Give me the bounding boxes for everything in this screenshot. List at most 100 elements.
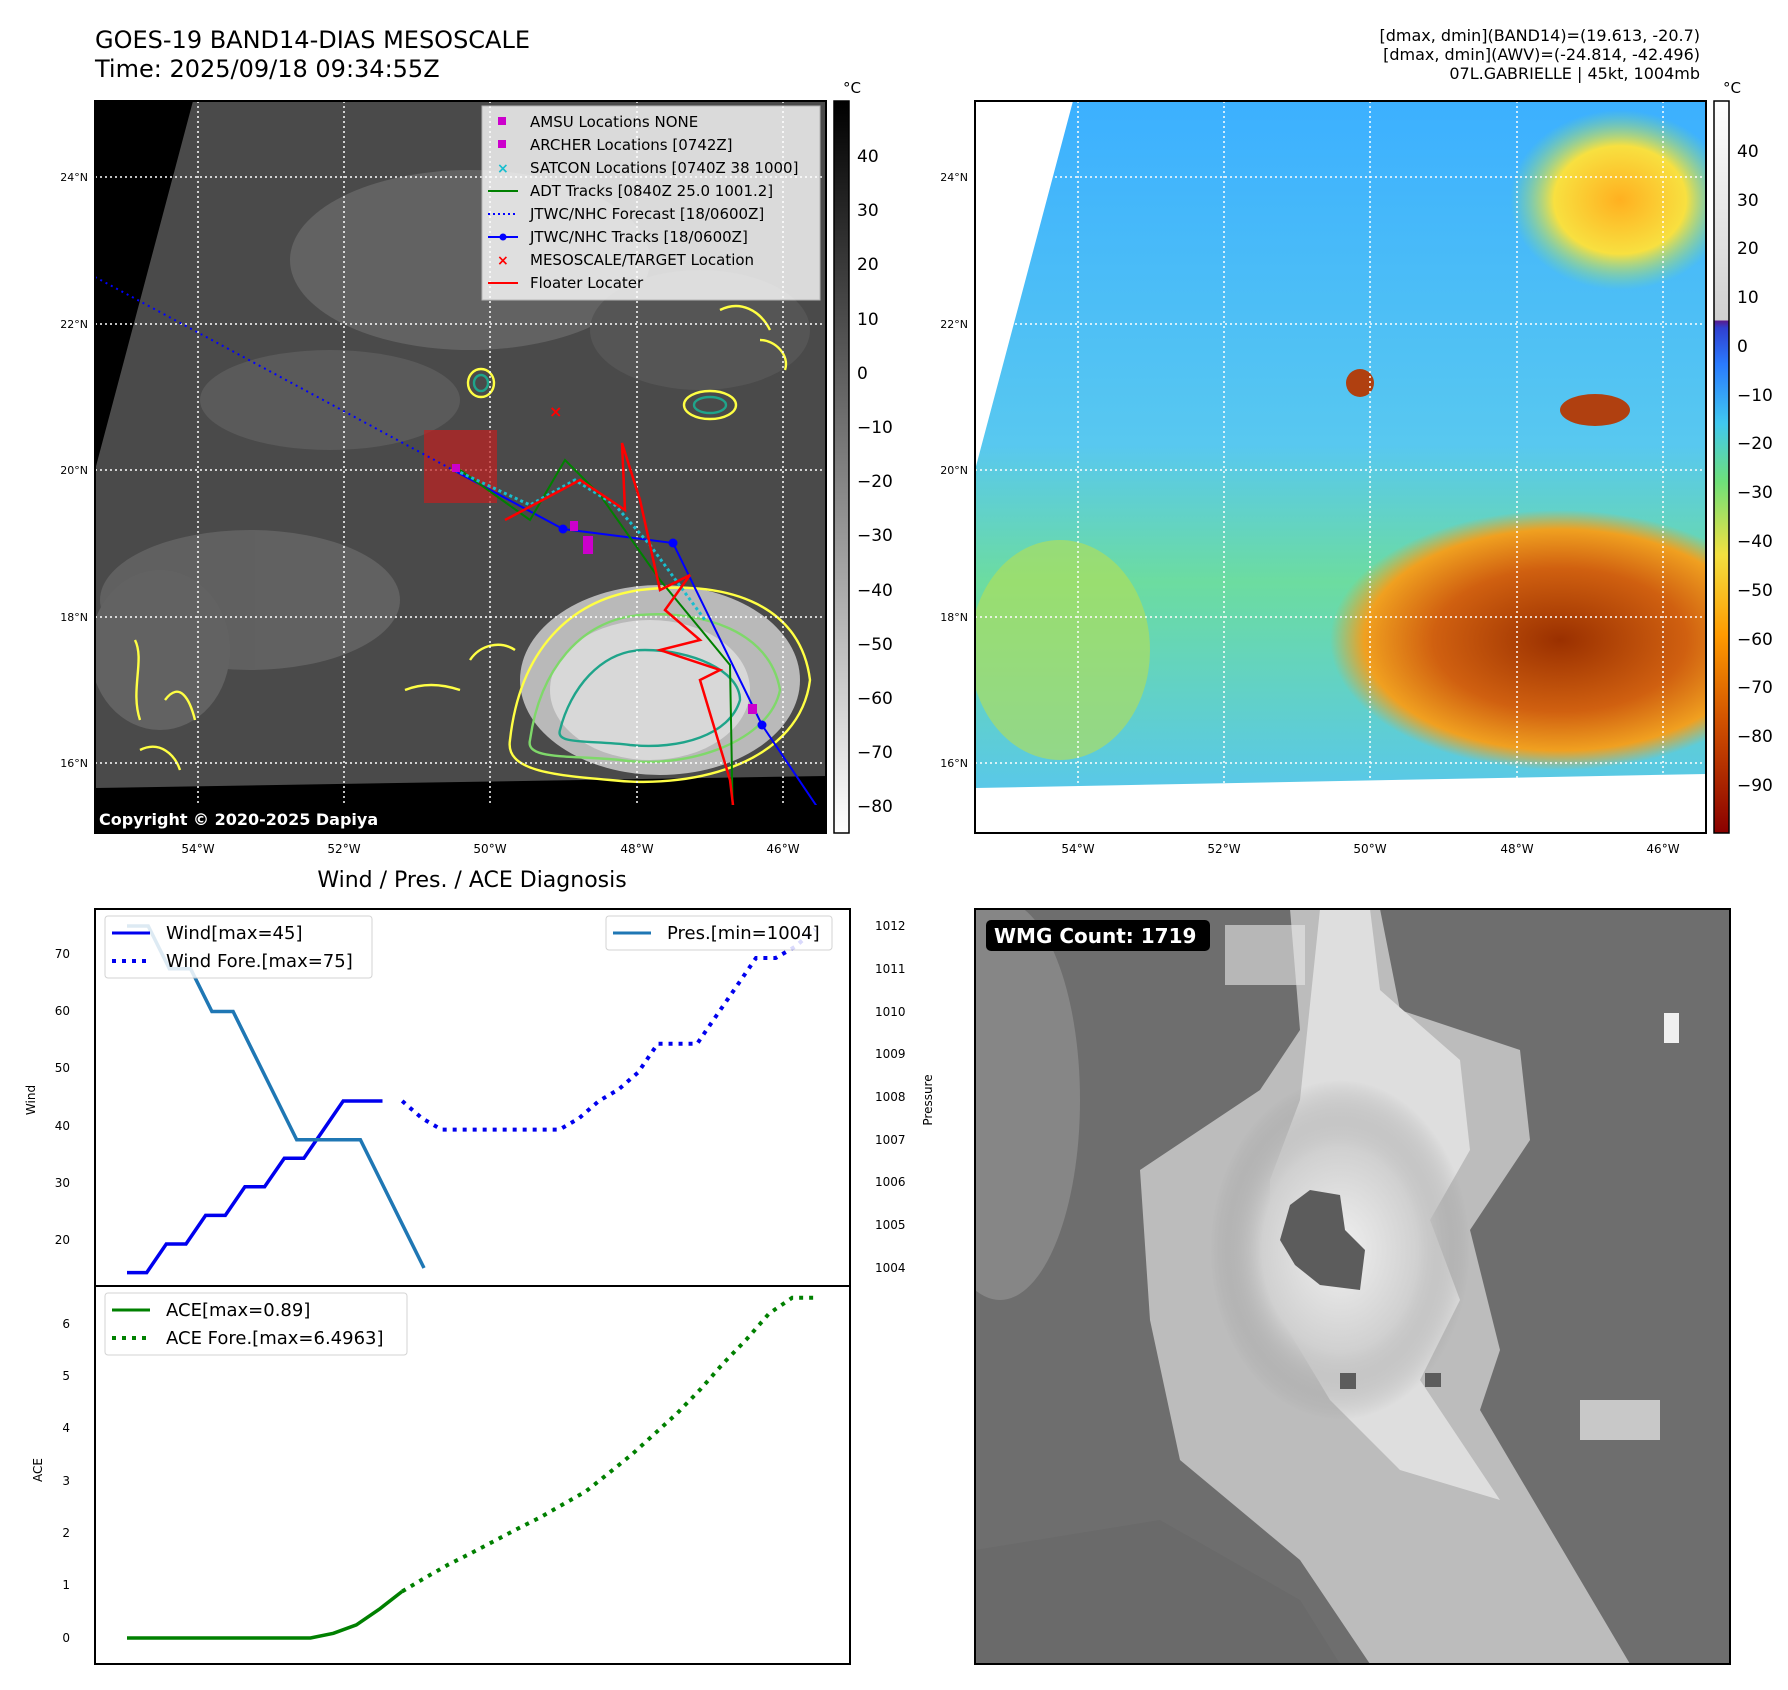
wind-line bbox=[127, 1099, 383, 1275]
svg-text:1010: 1010 bbox=[875, 1005, 906, 1019]
info-line-1: [dmax, dmin](BAND14)=(19.613, -20.7) bbox=[1379, 26, 1701, 45]
svg-text:4: 4 bbox=[62, 1421, 70, 1435]
wmg-imagery bbox=[975, 909, 1730, 1664]
svg-text:30: 30 bbox=[1737, 191, 1759, 211]
svg-text:1008: 1008 bbox=[875, 1090, 906, 1104]
ir-lat-labels: 24°N 22°N 20°N 18°N 16°N bbox=[60, 171, 88, 770]
ir-map-frame bbox=[94, 100, 827, 834]
svg-text:50: 50 bbox=[55, 1061, 70, 1075]
svg-text:×: × bbox=[497, 161, 509, 177]
svg-text:30: 30 bbox=[55, 1176, 70, 1190]
svg-text:46°W: 46°W bbox=[766, 842, 799, 856]
svg-text:2: 2 bbox=[62, 1526, 70, 1540]
svg-text:20: 20 bbox=[1737, 239, 1759, 259]
legend-target: MESOSCALE/TARGET Location bbox=[530, 251, 754, 269]
svg-text:52°W: 52°W bbox=[327, 842, 360, 856]
svg-text:40: 40 bbox=[857, 147, 879, 167]
ir-colorbar-ticks: 40 30 20 10 0 −10 −20 −30 −40 −50 −60 −7… bbox=[857, 147, 893, 817]
svg-text:10: 10 bbox=[1737, 288, 1759, 308]
svg-text:−40: −40 bbox=[857, 581, 893, 601]
wv-storm bbox=[1330, 510, 1706, 770]
svg-text:52°W: 52°W bbox=[1207, 842, 1240, 856]
svg-text:70: 70 bbox=[55, 947, 70, 961]
svg-text:30: 30 bbox=[857, 201, 879, 221]
ir-legend bbox=[481, 105, 821, 301]
svg-text:20: 20 bbox=[857, 255, 879, 275]
svg-text:20°N: 20°N bbox=[60, 464, 88, 477]
legend-floater: Floater Locater bbox=[530, 274, 644, 292]
legend-adt: ADT Tracks [0840Z 25.0 1001.2] bbox=[530, 182, 773, 200]
svg-text:−10: −10 bbox=[1737, 386, 1773, 406]
target-marker: × bbox=[549, 402, 562, 421]
forecast-track-line bbox=[95, 276, 454, 471]
pressure-axis-ticks: 1012 1011 1010 1009 1008 1007 1006 1005 … bbox=[875, 919, 906, 1275]
svg-text:40: 40 bbox=[55, 1119, 70, 1133]
svg-text:−20: −20 bbox=[857, 472, 893, 492]
ace-chart: 6 5 4 3 2 1 0 ACE ACE[max=0.89] ACE Fore… bbox=[31, 1285, 851, 1665]
svg-text:18°N: 18°N bbox=[940, 611, 968, 624]
ir-legend-items: × × AMSU Locations NONE ARCHER Locations… bbox=[488, 113, 798, 292]
legend-ace-fore: ACE Fore.[max=6.4963] bbox=[166, 1328, 384, 1349]
svg-text:0: 0 bbox=[857, 364, 868, 384]
pressure-legend bbox=[605, 915, 833, 951]
wv-colorbar-ticks: 40 30 20 10 0 −10 −20 −30 −40 −50 −60 −7… bbox=[1737, 142, 1773, 796]
ace-legend bbox=[104, 1292, 408, 1356]
svg-text:0: 0 bbox=[62, 1631, 70, 1645]
legend-pres: Pres.[min=1004] bbox=[667, 923, 820, 944]
svg-text:−40: −40 bbox=[1737, 532, 1773, 552]
wind-legend bbox=[104, 915, 373, 979]
ace-axis-label: ACE bbox=[31, 1458, 45, 1482]
ir-lon-labels: 54°W 52°W 50°W 48°W 46°W bbox=[181, 842, 799, 856]
svg-text:10: 10 bbox=[857, 310, 879, 330]
svg-text:22°N: 22°N bbox=[60, 318, 88, 331]
svg-text:1005: 1005 bbox=[875, 1218, 906, 1232]
svg-text:54°W: 54°W bbox=[181, 842, 214, 856]
ir-colorbar: °C 40 30 20 10 0 −10 −20 −30 −40 −50 −60… bbox=[833, 79, 893, 834]
svg-text:20: 20 bbox=[55, 1233, 70, 1247]
svg-text:1009: 1009 bbox=[875, 1047, 906, 1061]
ace-axis-ticks: 6 5 4 3 2 1 0 bbox=[62, 1317, 70, 1645]
svg-text:−90: −90 bbox=[1737, 776, 1773, 796]
figure-info: [dmax, dmin](BAND14)=(19.613, -20.7) [dma… bbox=[1380, 26, 1701, 83]
svg-text:−10: −10 bbox=[857, 418, 893, 438]
wv-lat-labels: 24°N 22°N 20°N 18°N 16°N bbox=[940, 171, 968, 770]
ir-map: × × × AMSU Locations NONE ARCHER Locatio… bbox=[60, 100, 827, 856]
svg-text:22°N: 22°N bbox=[940, 318, 968, 331]
legend-ace: ACE[max=0.89] bbox=[166, 1300, 310, 1321]
svg-text:1007: 1007 bbox=[875, 1133, 906, 1147]
diagnosis-title: Wind / Pres. / ACE Diagnosis bbox=[317, 868, 626, 893]
svg-text:60: 60 bbox=[55, 1004, 70, 1018]
svg-text:48°W: 48°W bbox=[1500, 842, 1533, 856]
satcon-track bbox=[454, 468, 707, 621]
ace-forecast-line bbox=[401, 1295, 815, 1594]
svg-text:1011: 1011 bbox=[875, 962, 906, 976]
svg-text:1: 1 bbox=[62, 1578, 70, 1592]
wmg-count-text: WMG Count: 1719 bbox=[994, 924, 1196, 948]
svg-text:40: 40 bbox=[1737, 142, 1759, 162]
svg-text:−50: −50 bbox=[857, 635, 893, 655]
svg-text:54°W: 54°W bbox=[1061, 842, 1094, 856]
legend-tracks: JTWC/NHC Tracks [18/0600Z] bbox=[529, 228, 748, 246]
svg-text:48°W: 48°W bbox=[620, 842, 653, 856]
svg-text:0: 0 bbox=[1737, 337, 1748, 357]
svg-text:1004: 1004 bbox=[875, 1261, 906, 1275]
svg-text:−30: −30 bbox=[1737, 483, 1773, 503]
svg-text:24°N: 24°N bbox=[940, 171, 968, 184]
wv-gridlines bbox=[975, 101, 1706, 833]
wmg-panel: WMG Count: 1719 bbox=[974, 908, 1731, 1665]
ace-series-group bbox=[127, 1295, 815, 1640]
ace-line bbox=[127, 1590, 404, 1640]
legend-satcon: SATCON Locations [0740Z 38 1000] bbox=[530, 159, 798, 177]
svg-text:−60: −60 bbox=[857, 689, 893, 709]
svg-text:−20: −20 bbox=[1737, 434, 1773, 454]
svg-text:50°W: 50°W bbox=[1353, 842, 1386, 856]
copyright-text: Copyright © 2020-2025 Dapiya bbox=[99, 810, 378, 829]
title-line-2: Time: 2025/09/18 09:34:55Z bbox=[95, 55, 440, 83]
legend-wind-fore: Wind Fore.[max=75] bbox=[166, 951, 353, 972]
legend-amsu: AMSU Locations NONE bbox=[530, 113, 698, 131]
svg-text:46°W: 46°W bbox=[1646, 842, 1679, 856]
ir-colorbar-unit: °C bbox=[843, 79, 861, 97]
svg-text:1006: 1006 bbox=[875, 1175, 906, 1189]
legend-wind: Wind[max=45] bbox=[166, 923, 303, 944]
svg-text:−70: −70 bbox=[857, 743, 893, 763]
